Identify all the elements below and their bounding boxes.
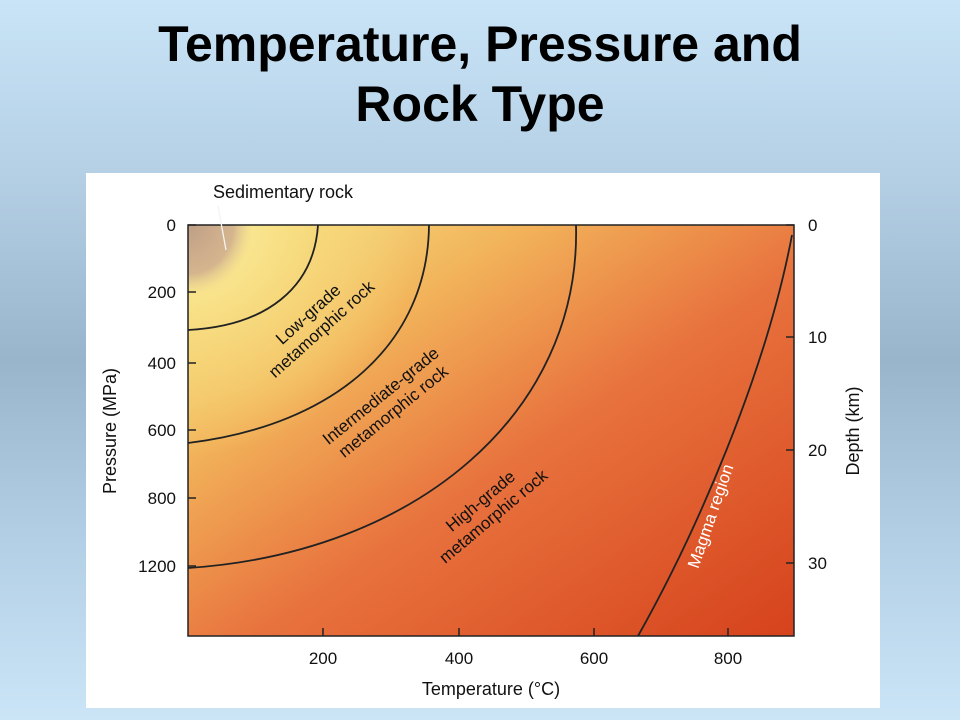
- depth-tick-marks: [786, 224, 794, 564]
- diagram-svg: 0 200 400 600 800 1200 0 10 20 30 200 40…: [100, 182, 863, 699]
- sedimentary-rock-label: Sedimentary rock: [213, 182, 354, 202]
- plot-area: [188, 225, 794, 636]
- temperature-tick-label: 800: [714, 649, 742, 668]
- temperature-tick-label: 200: [309, 649, 337, 668]
- temperature-tick-labels: 200 400 600 800: [309, 649, 742, 668]
- pressure-tick-label: 800: [148, 489, 176, 508]
- intermediate-grade-boundary: [188, 225, 430, 444]
- sedimentary-zone: [188, 225, 308, 345]
- slide-title: Temperature, Pressure and Rock Type: [0, 14, 960, 134]
- right-axis-title: Depth (km): [843, 386, 863, 475]
- depth-tick-label: 30: [808, 554, 827, 573]
- pressure-tick-labels: 0 200 400 600 800 1200: [138, 216, 176, 576]
- depth-tick-labels: 0 10 20 30: [808, 216, 827, 573]
- x-axis-title: Temperature (°C): [422, 679, 560, 699]
- low-grade-boundary: [188, 225, 319, 331]
- depth-tick-label: 10: [808, 328, 827, 347]
- slide-title-line-2: Rock Type: [355, 76, 605, 132]
- pressure-tick-label: 600: [148, 421, 176, 440]
- pressure-tick-label: 200: [148, 283, 176, 302]
- depth-tick-label: 20: [808, 441, 827, 460]
- pressure-tick-label: 1200: [138, 557, 176, 576]
- temperature-tick-label: 400: [445, 649, 473, 668]
- pressure-tick-label: 0: [167, 216, 176, 235]
- rock-type-diagram: 0 200 400 600 800 1200 0 10 20 30 200 40…: [86, 173, 880, 708]
- temperature-tick-marks: [322, 628, 729, 636]
- pressure-tick-label: 400: [148, 354, 176, 373]
- sedimentary-leader-line: [217, 205, 227, 251]
- depth-tick-label: 0: [808, 216, 817, 235]
- high-grade-boundary: [188, 225, 577, 569]
- left-axis-title: Pressure (MPa): [100, 368, 120, 494]
- magma-boundary: [637, 234, 793, 636]
- slide-title-line-1: Temperature, Pressure and: [158, 16, 802, 72]
- temperature-tick-label: 600: [580, 649, 608, 668]
- pressure-tick-marks: [188, 224, 196, 567]
